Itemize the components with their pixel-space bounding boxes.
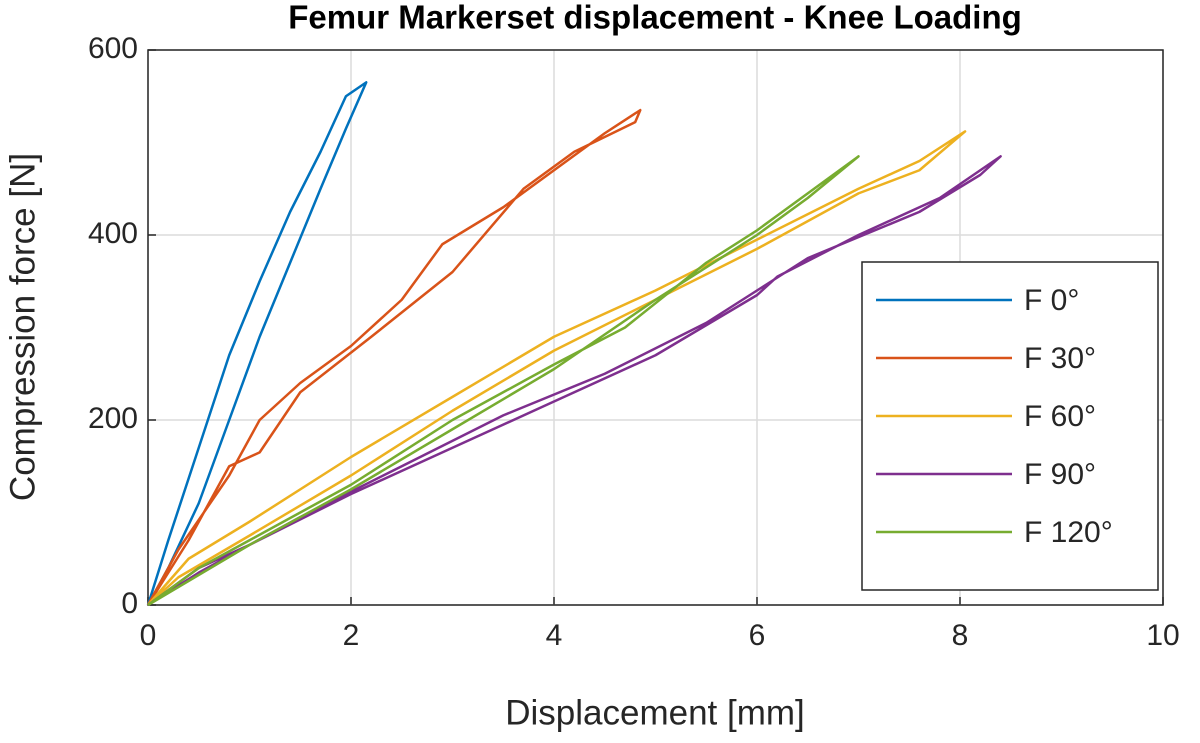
data-line (147, 155, 860, 607)
data-line (147, 130, 967, 606)
data-line (146, 108, 642, 606)
legend-label: F 90° (1024, 458, 1096, 491)
legend-label: F 0° (1024, 284, 1079, 317)
legend-label: F 30° (1024, 342, 1096, 375)
y-tick-label: 0 (121, 587, 138, 620)
chart-title: Femur Markerset displacement - Knee Load… (288, 0, 1022, 36)
data-line (146, 81, 368, 606)
legend-box (861, 261, 1159, 591)
y-axis-label: Compression force [N] (3, 153, 42, 501)
y-tick-label: 400 (88, 217, 138, 250)
plot-frame (147, 49, 1164, 606)
x-tick-label: 0 (140, 619, 157, 652)
legend-label: F 60° (1024, 400, 1096, 433)
y-tick-label: 200 (88, 402, 138, 435)
legend-label: F 120° (1024, 516, 1113, 549)
data-line (147, 155, 1002, 607)
x-tick-label: 8 (952, 619, 969, 652)
x-tick-label: 10 (1146, 619, 1179, 652)
x-tick-label: 6 (749, 619, 766, 652)
x-tick-label: 4 (546, 619, 563, 652)
x-axis-label: Displacement [mm] (505, 693, 805, 732)
x-tick-label: 2 (343, 619, 360, 652)
y-tick-label: 600 (88, 32, 138, 65)
